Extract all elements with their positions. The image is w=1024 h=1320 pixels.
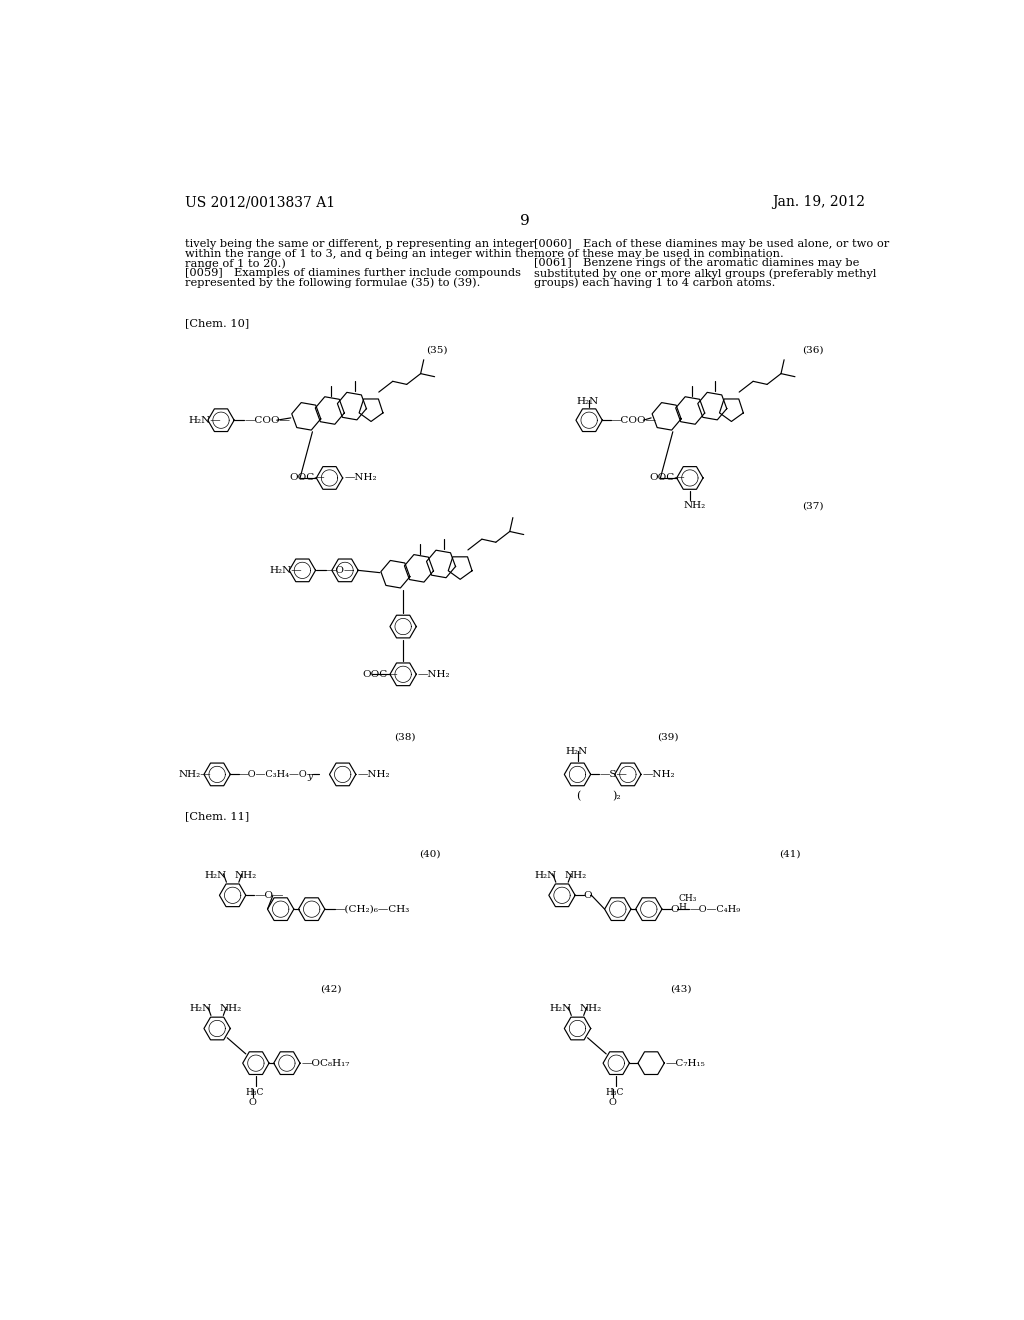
- Text: (: (: [575, 792, 581, 801]
- Text: NH₂: NH₂: [234, 871, 257, 879]
- Text: —O—: —O—: [326, 566, 355, 574]
- Text: —COO—: —COO—: [245, 416, 290, 425]
- Text: O: O: [248, 1098, 256, 1106]
- Text: )₂: )₂: [612, 792, 622, 801]
- Text: O: O: [584, 891, 592, 900]
- Text: OOC—: OOC—: [649, 474, 685, 482]
- Text: —OC₈H₁₇: —OC₈H₁₇: [302, 1059, 350, 1068]
- Text: H: H: [678, 903, 686, 912]
- Text: represented by the following formulae (35) to (39).: represented by the following formulae (3…: [184, 277, 480, 288]
- Text: [Chem. 11]: [Chem. 11]: [184, 812, 249, 821]
- Text: NH₂: NH₂: [564, 871, 587, 879]
- Text: —O—C₄H₉: —O—C₄H₉: [689, 904, 740, 913]
- Text: Jan. 19, 2012: Jan. 19, 2012: [772, 195, 865, 210]
- Text: H₂N: H₂N: [577, 397, 599, 407]
- Text: O: O: [671, 904, 679, 913]
- Text: —(CH₂)₆—CH₃: —(CH₂)₆—CH₃: [335, 904, 411, 913]
- Text: H₃C: H₃C: [245, 1088, 263, 1097]
- Text: OOC—: OOC—: [362, 669, 397, 678]
- Text: (40): (40): [419, 850, 440, 859]
- Text: within the range of 1 to 3, and q being an integer within the: within the range of 1 to 3, and q being …: [184, 249, 534, 259]
- Text: range of 1 to 20.): range of 1 to 20.): [184, 259, 286, 269]
- Text: groups) each having 1 to 4 carbon atoms.: groups) each having 1 to 4 carbon atoms.: [535, 277, 775, 288]
- Text: (41): (41): [779, 850, 801, 859]
- Text: H₂N—: H₂N—: [269, 566, 302, 574]
- Text: O: O: [608, 1098, 616, 1106]
- Text: —NH₂: —NH₂: [418, 669, 451, 678]
- Text: y: y: [307, 772, 312, 781]
- Text: H₂N: H₂N: [205, 871, 227, 879]
- Text: OOC—: OOC—: [289, 474, 325, 482]
- Text: —NH₂: —NH₂: [357, 770, 390, 779]
- Text: [0061] Benzene rings of the aromatic diamines may be: [0061] Benzene rings of the aromatic dia…: [535, 259, 859, 268]
- Text: (38): (38): [394, 733, 416, 742]
- Text: [Chem. 10]: [Chem. 10]: [184, 318, 249, 329]
- Text: —O—: —O—: [254, 891, 284, 900]
- Text: —COO—: —COO—: [611, 416, 656, 425]
- Text: 9: 9: [520, 214, 529, 228]
- Text: (42): (42): [321, 985, 342, 994]
- Text: [0059] Examples of diamines further include compounds: [0059] Examples of diamines further incl…: [184, 268, 520, 279]
- Text: (35): (35): [426, 346, 447, 355]
- Text: H₃C: H₃C: [605, 1088, 624, 1097]
- Text: —C₇H₁₅: —C₇H₁₅: [666, 1059, 706, 1068]
- Text: US 2012/0013837 A1: US 2012/0013837 A1: [184, 195, 335, 210]
- Text: NH₂: NH₂: [684, 502, 706, 510]
- Text: tively being the same or different, p representing an integer: tively being the same or different, p re…: [184, 239, 535, 249]
- Text: H₂N: H₂N: [565, 747, 588, 756]
- Text: —NH₂: —NH₂: [643, 770, 675, 779]
- Text: more of these may be used in combination.: more of these may be used in combination…: [535, 249, 783, 259]
- Text: H₂N—: H₂N—: [188, 416, 221, 425]
- Text: H₂N: H₂N: [535, 871, 556, 879]
- Text: (36): (36): [802, 346, 823, 355]
- Text: —S—: —S—: [599, 770, 627, 779]
- Text: (43): (43): [671, 985, 692, 994]
- Text: H₂N: H₂N: [550, 1003, 571, 1012]
- Text: NH₂: NH₂: [580, 1003, 602, 1012]
- Text: —O—C₃H₄—O—: —O—C₃H₄—O—: [239, 770, 317, 779]
- Text: CH₃: CH₃: [678, 894, 696, 903]
- Text: H₂N: H₂N: [189, 1003, 212, 1012]
- Text: —NH₂: —NH₂: [344, 474, 377, 482]
- Text: [0060] Each of these diamines may be used alone, or two or: [0060] Each of these diamines may be use…: [535, 239, 890, 249]
- Text: (39): (39): [657, 733, 679, 742]
- Text: (37): (37): [802, 502, 823, 510]
- Text: substituted by one or more alkyl groups (preferably methyl: substituted by one or more alkyl groups …: [535, 268, 877, 279]
- Text: NH₂: NH₂: [219, 1003, 242, 1012]
- Text: NH₂—: NH₂—: [178, 770, 211, 779]
